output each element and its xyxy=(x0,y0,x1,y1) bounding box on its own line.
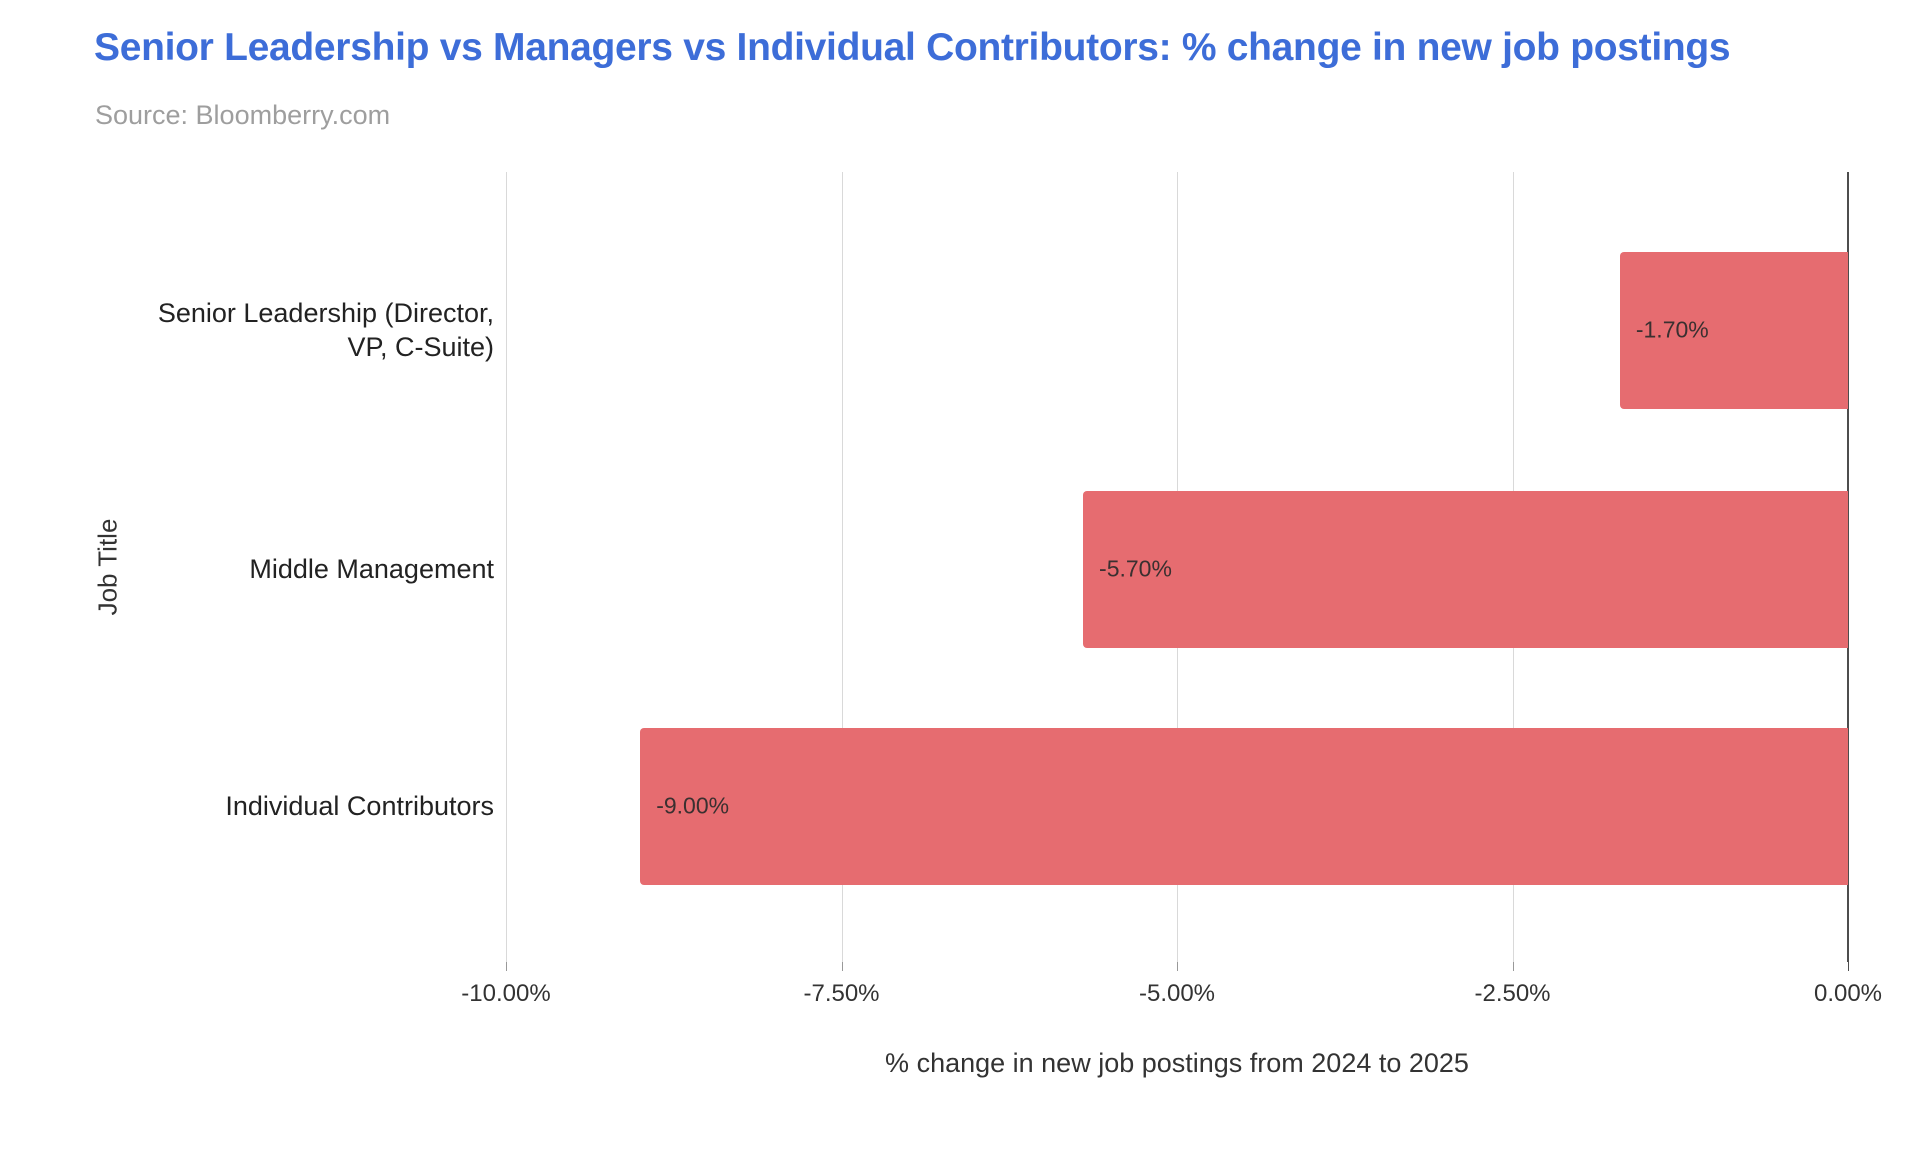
gridline xyxy=(841,172,843,962)
gridline xyxy=(506,172,507,962)
bar-0[interactable]: -1.70% xyxy=(1619,251,1848,409)
bar-value-label: -1.70% xyxy=(1635,316,1709,343)
category-label-line: VP, C-Suite) xyxy=(347,332,494,362)
axis-tick xyxy=(1177,962,1178,971)
axis-tick xyxy=(841,962,843,971)
x-axis-title: % change in new job postings from 2024 t… xyxy=(885,1048,1469,1078)
axis-tick xyxy=(506,962,507,971)
axis-tick xyxy=(1512,962,1514,971)
bar-value-label: -5.70% xyxy=(1099,555,1172,582)
category-label: Middle Management xyxy=(0,552,494,586)
x-tick-label: -2.50% xyxy=(1474,980,1551,1007)
x-tick-label: 0.00% xyxy=(1813,980,1883,1007)
chart-source: Source: Bloomberry.com xyxy=(95,100,391,130)
bar-1[interactable]: -5.70% xyxy=(1083,490,1848,648)
category-label-line: Middle Management xyxy=(249,554,494,584)
category-label: Individual Contributors xyxy=(0,789,494,823)
category-label-line: Individual Contributors xyxy=(225,791,494,821)
x-axis-zero-line xyxy=(1847,172,1849,962)
chart-title: Senior Leadership vs Managers vs Individ… xyxy=(94,26,1731,69)
axis-tick xyxy=(1848,962,1849,971)
x-tick-label: -10.00% xyxy=(461,980,551,1007)
category-label-line: Senior Leadership (Director, xyxy=(157,298,494,328)
bar-value-label: -9.00% xyxy=(656,792,730,819)
x-tick-label: -7.50% xyxy=(803,980,880,1007)
category-label: Senior Leadership (Director, VP, C-Suite) xyxy=(0,296,494,364)
bar-2[interactable]: -9.00% xyxy=(640,727,1848,885)
x-tick-label: -5.00% xyxy=(1138,980,1216,1007)
